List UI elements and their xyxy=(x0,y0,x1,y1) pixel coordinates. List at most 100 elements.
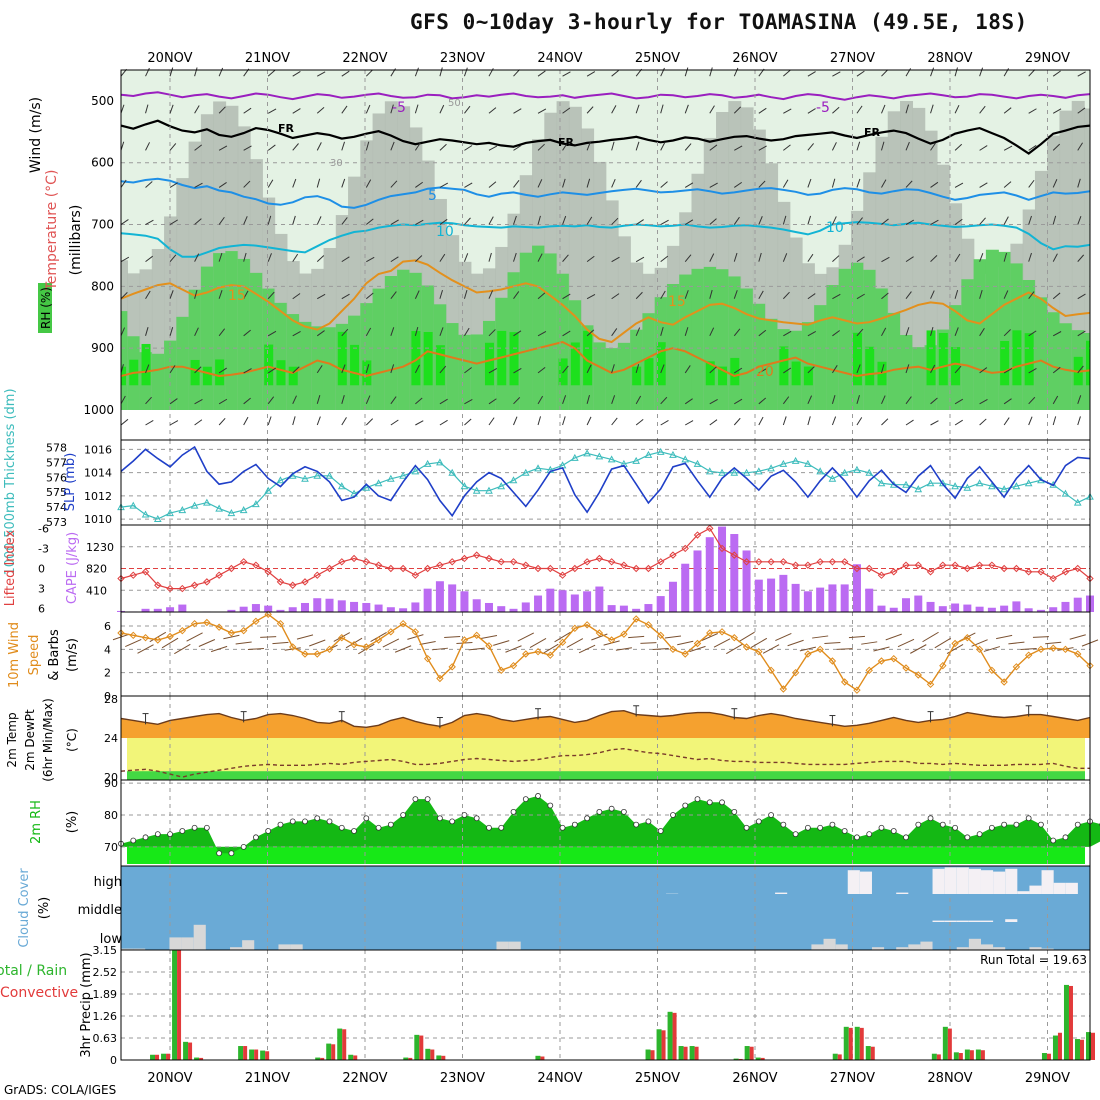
wind-barb xyxy=(145,142,151,151)
wind-speed-point xyxy=(595,629,604,637)
rh-point xyxy=(952,824,958,831)
cape-bar xyxy=(534,595,543,612)
wind-barb xyxy=(562,178,566,188)
wind-barb-10m xyxy=(726,643,743,655)
isotherm-FR xyxy=(121,119,1090,155)
rh-bright-column xyxy=(791,361,801,386)
rh-point xyxy=(988,824,995,831)
cape-bar xyxy=(178,604,187,612)
wind-barb xyxy=(807,108,816,114)
thickness-point xyxy=(1012,482,1021,490)
wind-speed-point xyxy=(914,671,922,679)
cape-bar xyxy=(730,534,739,612)
rh-point xyxy=(265,828,272,834)
rh-point xyxy=(535,793,541,799)
wind-barb xyxy=(881,292,889,300)
precip-conv-bar xyxy=(1068,985,1073,1060)
rh-point xyxy=(154,831,161,838)
rh-point xyxy=(866,831,873,838)
rh-green-column xyxy=(1059,323,1073,410)
wind-barb xyxy=(194,419,203,426)
rh-green-column xyxy=(397,269,411,410)
precip-total-bar xyxy=(414,1034,420,1060)
date-label-bottom: 27NOV xyxy=(830,1071,875,1086)
rh-point xyxy=(461,812,468,818)
wind-barb xyxy=(1028,252,1032,262)
thickness-point xyxy=(718,468,726,476)
wind-barb xyxy=(439,327,444,336)
precip-conv-bar xyxy=(441,1055,446,1060)
rh-point xyxy=(792,831,799,838)
wind-barb xyxy=(807,71,816,77)
wind-speed-point xyxy=(276,619,285,628)
wind-barb xyxy=(930,142,937,151)
thickness-point xyxy=(570,453,579,461)
cape-bar xyxy=(816,587,825,612)
temp-tick: 28 xyxy=(104,693,118,706)
isotherm-label: 5 xyxy=(428,188,437,204)
thickness-point xyxy=(804,459,812,467)
cape-bar xyxy=(632,608,641,612)
wind-speed-point xyxy=(399,619,407,628)
wind-barb xyxy=(292,293,301,300)
wind-barb xyxy=(930,181,939,188)
rh-bright-column xyxy=(718,366,728,386)
wind-speed-point xyxy=(387,628,395,636)
rh-point xyxy=(939,821,946,828)
rh-point xyxy=(817,824,824,831)
wind-barb xyxy=(905,141,910,151)
wind-barb xyxy=(513,397,521,405)
wind-barb xyxy=(1003,329,1011,337)
precip-conv-bar xyxy=(254,1049,259,1060)
cape-bar xyxy=(668,581,677,612)
rh-point xyxy=(522,796,529,803)
wind-barb xyxy=(758,397,767,405)
thickness-point xyxy=(865,468,874,476)
thickness-point xyxy=(190,501,199,509)
rh-green-column xyxy=(225,251,239,410)
thickness-point xyxy=(644,450,653,458)
wind-barb xyxy=(979,253,984,262)
wind-barb xyxy=(635,419,644,426)
cape-bar xyxy=(914,595,923,612)
wind-barb xyxy=(832,330,840,337)
wind-barb xyxy=(880,364,885,374)
li-point xyxy=(399,564,407,573)
wind-barb xyxy=(856,141,861,151)
rh-point xyxy=(1025,815,1032,822)
wind-barb xyxy=(635,179,642,188)
rh-green-column xyxy=(311,326,325,410)
rh-bright-column xyxy=(288,366,298,386)
rh-green-column xyxy=(875,288,889,410)
cloud-bar-high xyxy=(1041,870,1054,894)
wind-barb xyxy=(218,290,223,299)
date-label-bottom: 25NOV xyxy=(635,1071,680,1086)
precip-total-bar xyxy=(172,950,178,1060)
cape-bar xyxy=(754,579,763,612)
wind-barb xyxy=(586,293,596,300)
cloud-axis-units: (%) xyxy=(37,897,52,920)
rh-label: 50 xyxy=(448,98,461,109)
wind-barb xyxy=(1052,143,1061,151)
wind-barb xyxy=(660,290,666,299)
wind-barb-10m xyxy=(910,644,927,654)
wind-barb xyxy=(684,398,693,405)
rh-green-column xyxy=(1047,312,1061,410)
wind-speed-point xyxy=(178,626,187,635)
rh-bright-column xyxy=(484,342,494,386)
wind-barb xyxy=(611,179,616,188)
wind-barb xyxy=(733,328,741,337)
cloud-bar-high xyxy=(775,892,788,894)
date-label-bottom: 26NOV xyxy=(732,1071,777,1086)
thickness-point xyxy=(534,464,542,472)
wind-barb xyxy=(194,105,200,114)
li-point xyxy=(178,584,187,593)
li-point xyxy=(926,568,935,576)
wind-barb xyxy=(292,416,296,426)
li-point xyxy=(423,564,432,573)
rh-green-column xyxy=(470,334,484,410)
wind-barb xyxy=(979,105,986,114)
thickness-point xyxy=(276,476,285,484)
li-point xyxy=(215,571,223,579)
rh-point xyxy=(719,799,725,806)
